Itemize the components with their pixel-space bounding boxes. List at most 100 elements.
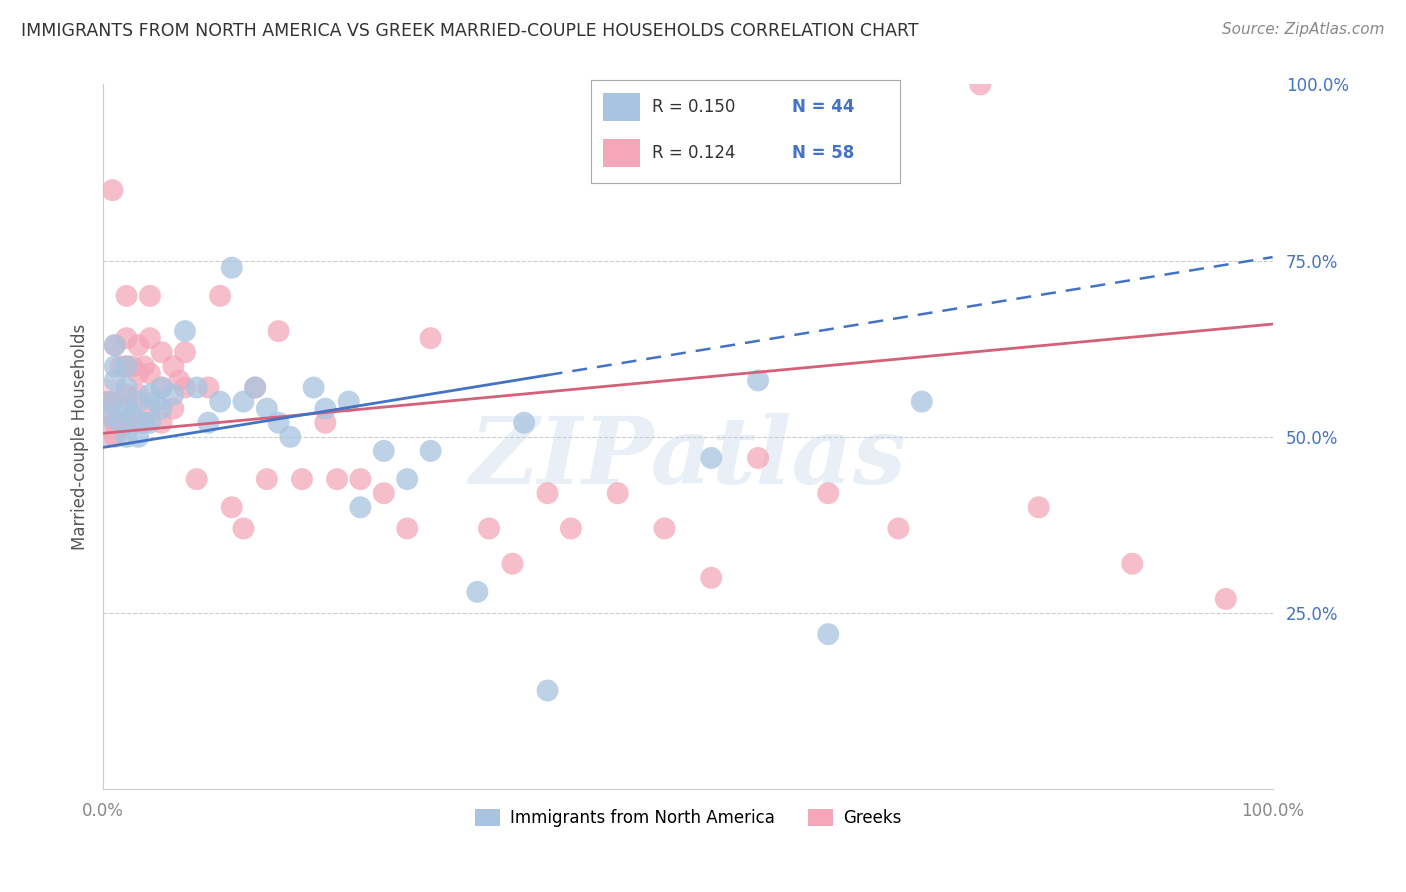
Point (467, 585, 489, 599)
Point (174, 345, 197, 359)
Point (209, 394, 232, 409)
Point (267, 324, 290, 338)
Point (1215, 591, 1237, 606)
Point (654, 521, 676, 535)
Point (373, 444, 395, 458)
Point (513, 416, 536, 430)
Point (221, 500, 243, 515)
Point (396, 472, 419, 486)
Point (174, 324, 197, 338)
Text: N = 44: N = 44 (792, 98, 853, 116)
Point (96, 412, 118, 426)
Point (132, 416, 155, 430)
Point (127, 416, 149, 430)
Point (115, 359, 138, 374)
Point (1028, 500, 1050, 515)
Point (132, 359, 155, 374)
Y-axis label: Married-couple Households: Married-couple Households (72, 324, 89, 550)
Point (1121, 557, 1143, 571)
Legend: Immigrants from North America, Greeks: Immigrants from North America, Greeks (468, 802, 908, 834)
Point (115, 430, 138, 444)
Point (127, 387, 149, 401)
Point (121, 359, 143, 374)
Point (115, 416, 138, 430)
Point (419, 331, 441, 345)
Text: R = 0.124: R = 0.124 (652, 145, 735, 162)
Text: ZIPatlas: ZIPatlas (470, 413, 907, 503)
Point (396, 521, 419, 535)
Point (186, 380, 208, 394)
Point (115, 401, 138, 416)
Point (150, 416, 173, 430)
Point (104, 359, 127, 374)
Point (606, 486, 628, 500)
Point (256, 401, 278, 416)
Point (243, 380, 266, 394)
Point (139, 289, 162, 303)
Point (121, 409, 143, 423)
Bar (603, 93, 640, 121)
Point (139, 387, 162, 401)
Point (98, 409, 121, 423)
Point (150, 380, 173, 394)
Point (536, 683, 558, 698)
Point (162, 387, 184, 401)
Point (186, 472, 208, 486)
Point (314, 401, 336, 416)
Point (139, 367, 162, 381)
Point (101, 183, 124, 197)
Point (700, 450, 723, 465)
Point (337, 394, 360, 409)
Point (256, 472, 278, 486)
Point (373, 486, 395, 500)
Point (104, 338, 127, 352)
Point (127, 338, 149, 352)
Point (501, 557, 523, 571)
Point (127, 430, 149, 444)
Point (110, 416, 132, 430)
Point (162, 401, 184, 416)
Point (747, 450, 769, 465)
Point (232, 394, 254, 409)
Point (150, 401, 173, 416)
Point (302, 380, 325, 394)
Point (243, 380, 266, 394)
Point (145, 394, 167, 409)
Point (127, 394, 149, 409)
Point (104, 374, 127, 388)
Point (349, 472, 371, 486)
Point (747, 374, 769, 388)
Point (478, 521, 501, 535)
Point (115, 380, 138, 394)
Point (115, 289, 138, 303)
Point (700, 571, 723, 585)
Point (817, 486, 839, 500)
Point (326, 472, 349, 486)
Bar (603, 139, 640, 168)
Point (115, 359, 138, 374)
Point (150, 380, 173, 394)
Point (560, 521, 582, 535)
Point (127, 367, 149, 381)
Point (209, 289, 232, 303)
Point (150, 345, 173, 359)
Point (969, 78, 991, 92)
Point (314, 416, 336, 430)
Point (911, 394, 934, 409)
Point (817, 627, 839, 641)
Point (139, 416, 162, 430)
Point (887, 521, 910, 535)
Point (96, 405, 118, 419)
Point (139, 401, 162, 416)
Point (419, 444, 441, 458)
Point (167, 374, 190, 388)
Point (115, 387, 138, 401)
Point (291, 472, 314, 486)
Point (97, 394, 120, 409)
Point (197, 380, 219, 394)
Point (104, 416, 127, 430)
Point (115, 331, 138, 345)
Point (536, 486, 558, 500)
Text: R = 0.150: R = 0.150 (652, 98, 735, 116)
Point (104, 430, 127, 444)
